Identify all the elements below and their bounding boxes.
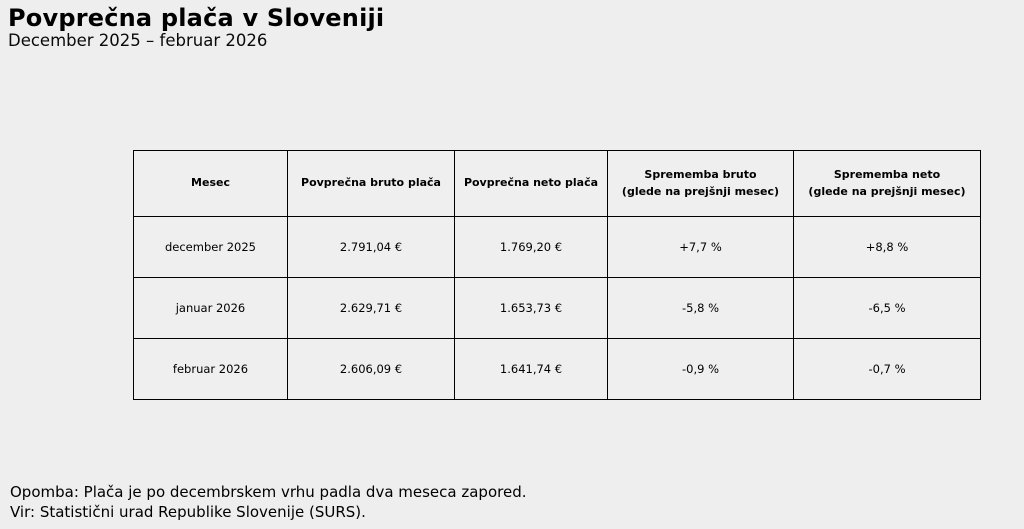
source-text: Vir: Statistični urad Republike Slovenij… [10, 502, 366, 521]
figure-header: Povprečna plača v Sloveniji December 202… [8, 5, 384, 51]
cell-mesec: januar 2026 [133, 277, 288, 339]
cell-neto: 1.653,73 € [454, 277, 608, 339]
cell-sprememba-neto: -0,7 % [793, 338, 981, 400]
cell-neto: 1.769,20 € [454, 216, 608, 278]
page-subtitle: December 2025 – februar 2026 [8, 31, 268, 51]
cell-mesec: februar 2026 [133, 338, 288, 400]
cell-sprememba-bruto: +7,7 % [607, 216, 794, 278]
column-header-sprememba-neto: Sprememba neto (glede na prejšnji mesec) [793, 150, 981, 217]
cell-bruto: 2.606,09 € [287, 338, 455, 400]
table-row-februar-2026: februar 2026 2.606,09 € 1.641,74 € -0,9 … [133, 338, 981, 400]
salary-table-container: Mesec Povprečna bruto plača Povprečna ne… [133, 150, 981, 400]
cell-neto: 1.641,74 € [454, 338, 608, 400]
cell-bruto: 2.791,04 € [287, 216, 455, 278]
column-header-neto: Povprečna neto plača [454, 150, 608, 217]
table-row-december-2025: december 2025 2.791,04 € 1.769,20 € +7,7… [133, 216, 981, 278]
column-header-bruto: Povprečna bruto plača [287, 150, 455, 217]
column-header-sprememba-bruto: Sprememba bruto (glede na prejšnji mesec… [607, 150, 794, 217]
column-header-mesec: Mesec [133, 150, 288, 217]
cell-bruto: 2.629,71 € [287, 277, 455, 339]
figure-footnotes: Opomba: Plača je po decembrskem vrhu pad… [10, 483, 527, 523]
cell-sprememba-neto: -6,5 % [793, 277, 981, 339]
cell-sprememba-bruto: -0,9 % [607, 338, 794, 400]
salary-table: Mesec Povprečna bruto plača Povprečna ne… [133, 150, 981, 400]
page-title: Povprečna plača v Sloveniji [8, 4, 385, 32]
table-header-row: Mesec Povprečna bruto plača Povprečna ne… [133, 150, 981, 217]
table-row-januar-2026: januar 2026 2.629,71 € 1.653,73 € -5,8 %… [133, 277, 981, 339]
cell-sprememba-neto: +8,8 % [793, 216, 981, 278]
cell-sprememba-bruto: -5,8 % [607, 277, 794, 339]
cell-mesec: december 2025 [133, 216, 288, 278]
note-text: Opomba: Plača je po decembrskem vrhu pad… [10, 483, 527, 501]
